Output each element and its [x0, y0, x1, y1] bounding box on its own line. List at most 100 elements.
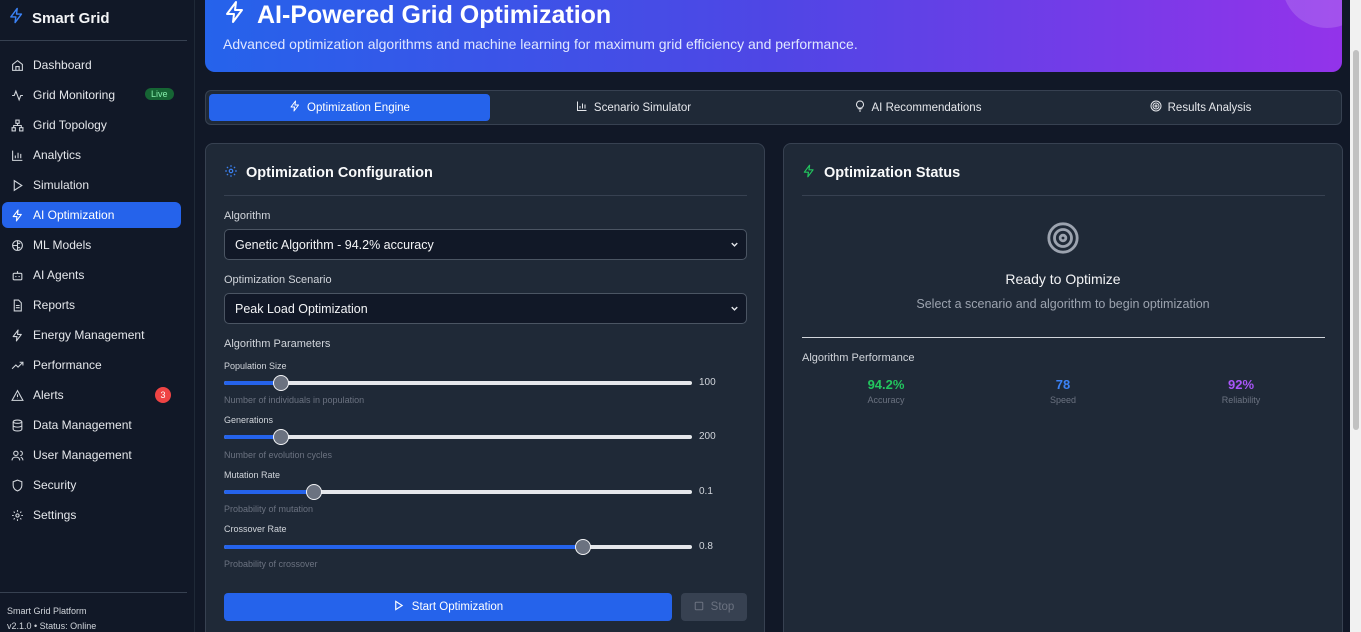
metric-label: Reliability [1221, 395, 1261, 405]
tab-label: AI Recommendations [871, 101, 982, 114]
sidebar-item-dashboard[interactable]: Dashboard [2, 52, 181, 78]
zap-icon [10, 328, 24, 342]
sidebar-item-ai-optimization[interactable]: AI Optimization [2, 202, 181, 228]
activity-icon [10, 88, 24, 102]
sidebar-item-alerts[interactable]: Alerts 3 [2, 382, 181, 408]
sidebar-item-reports[interactable]: Reports [2, 292, 181, 318]
sidebar-item-label: Alerts [33, 388, 64, 402]
page-header: AI-Powered Grid Optimization Advanced op… [205, 0, 1342, 72]
zap-icon [223, 0, 247, 31]
zap-icon [10, 208, 24, 222]
metric-value: 94.2% [867, 377, 905, 392]
optimization-configuration-panel: Optimization Configuration Algorithm Gen… [205, 143, 765, 632]
tab-scenario-simulator[interactable]: Scenario Simulator [493, 94, 774, 121]
mutation-rate-label: Mutation Rate [224, 470, 281, 480]
sidebar-item-grid-topology[interactable]: Grid Topology [2, 112, 181, 138]
scenario-label: Optimization Scenario [224, 274, 332, 286]
start-optimization-label: Start Optimization [411, 601, 504, 613]
population-size-value: 100 [699, 377, 716, 388]
square-icon [694, 601, 704, 614]
tab-label: Scenario Simulator [593, 101, 692, 114]
algorithm-select[interactable]: Genetic Algorithm - 94.2% accuracy [224, 229, 747, 260]
divider [224, 195, 747, 196]
network-icon [10, 118, 24, 132]
sidebar-item-ai-agents[interactable]: AI Agents [2, 262, 181, 288]
brand[interactable]: Smart Grid [8, 7, 110, 28]
file-text-icon [10, 298, 24, 312]
generations-slider[interactable] [224, 429, 692, 445]
scenario-select[interactable]: Peak Load Optimization [224, 293, 747, 324]
bot-icon [10, 268, 24, 282]
crossover-rate-slider[interactable] [224, 539, 692, 555]
algorithm-select-value: Genetic Algorithm - 94.2% accuracy [235, 237, 434, 252]
metric-reliability: 92% Reliability [1181, 377, 1301, 405]
crossover-rate-hint: Probability of crossover [224, 559, 318, 569]
page-subtitle: Advanced optimization algorithms and mac… [223, 36, 858, 52]
generations-value: 200 [699, 431, 716, 442]
sidebar-item-label: Data Management [33, 418, 132, 432]
sidebar: Smart Grid Dashboard Grid Monitoring Liv… [0, 0, 195, 632]
tab-results-analysis[interactable]: Results Analysis [1061, 94, 1340, 121]
sidebar-item-data-management[interactable]: Data Management [2, 412, 181, 438]
stop-button[interactable]: Stop [681, 593, 747, 621]
sidebar-item-energy-management[interactable]: Energy Management [2, 322, 181, 348]
panel-title-text: Optimization Configuration [246, 165, 433, 181]
metric-speed: 78 Speed [1003, 377, 1123, 405]
tab-ai-recommendations[interactable]: AI Recommendations [777, 94, 1058, 121]
sidebar-item-settings[interactable]: Settings [2, 502, 181, 528]
stop-label: Stop [710, 601, 735, 613]
platform-name: Smart Grid Platform [7, 606, 87, 616]
sidebar-item-label: Energy Management [33, 328, 145, 342]
optimization-status-panel: Optimization Status Ready to Optimize Se… [783, 143, 1343, 632]
gear-icon [224, 164, 238, 182]
sidebar-nav: Dashboard Grid Monitoring Live Grid Topo… [0, 52, 187, 532]
scenario-select-value: Peak Load Optimization [235, 301, 368, 316]
live-badge: Live [145, 88, 174, 100]
crossover-rate-value: 0.8 [699, 541, 713, 552]
ready-subtitle: Select a scenario and algorithm to begin… [916, 297, 1210, 311]
slider-thumb[interactable] [273, 429, 290, 445]
sidebar-item-security[interactable]: Security [2, 472, 181, 498]
zap-icon [802, 164, 816, 182]
generations-hint: Number of evolution cycles [224, 450, 333, 460]
tab-bar: Optimization Engine Scenario Simulator A… [205, 90, 1342, 125]
population-size-hint: Number of individuals in population [224, 395, 365, 405]
bar-chart-icon [10, 148, 24, 162]
sidebar-item-user-management[interactable]: User Management [2, 442, 181, 468]
page-title: AI-Powered Grid Optimization [223, 0, 611, 31]
start-optimization-button[interactable]: Start Optimization [224, 593, 672, 621]
sidebar-item-analytics[interactable]: Analytics [2, 142, 181, 168]
slider-thumb[interactable] [273, 375, 290, 391]
metric-value: 92% [1227, 377, 1255, 392]
play-icon [393, 600, 404, 614]
sidebar-item-label: Grid Topology [33, 118, 107, 132]
shield-icon [10, 478, 24, 492]
alert-triangle-icon [10, 388, 24, 402]
algorithm-label: Algorithm [224, 210, 271, 222]
tab-label: Optimization Engine [307, 101, 410, 114]
population-size-slider[interactable] [224, 375, 692, 391]
metric-accuracy: 94.2% Accuracy [826, 377, 946, 405]
sidebar-item-ml-models[interactable]: ML Models [2, 232, 181, 258]
brand-name: Smart Grid [32, 9, 110, 27]
sidebar-item-simulation[interactable]: Simulation [2, 172, 181, 198]
mutation-rate-slider[interactable] [224, 484, 692, 500]
lightbulb-icon [854, 100, 866, 115]
generations-label: Generations [224, 415, 274, 425]
scrollbar-thumb[interactable] [1353, 50, 1359, 430]
tab-optimization-engine[interactable]: Optimization Engine [209, 94, 490, 121]
mutation-rate-hint: Probability of mutation [224, 504, 314, 514]
algorithm-performance-label: Algorithm Performance [802, 352, 915, 364]
sidebar-item-label: Settings [33, 508, 77, 522]
slider-thumb[interactable] [305, 484, 322, 500]
chevron-down-icon [729, 303, 740, 317]
sidebar-item-label: AI Agents [33, 268, 85, 282]
sidebar-item-grid-monitoring[interactable]: Grid Monitoring Live [2, 82, 181, 108]
sidebar-item-performance[interactable]: Performance [2, 352, 181, 378]
tab-label: Results Analysis [1167, 101, 1252, 114]
slider-thumb[interactable] [574, 539, 591, 555]
metric-label: Accuracy [867, 395, 905, 405]
sidebar-item-label: User Management [33, 448, 132, 462]
home-icon [10, 58, 24, 72]
version-status: v2.1.0 • Status: Online [7, 621, 97, 631]
